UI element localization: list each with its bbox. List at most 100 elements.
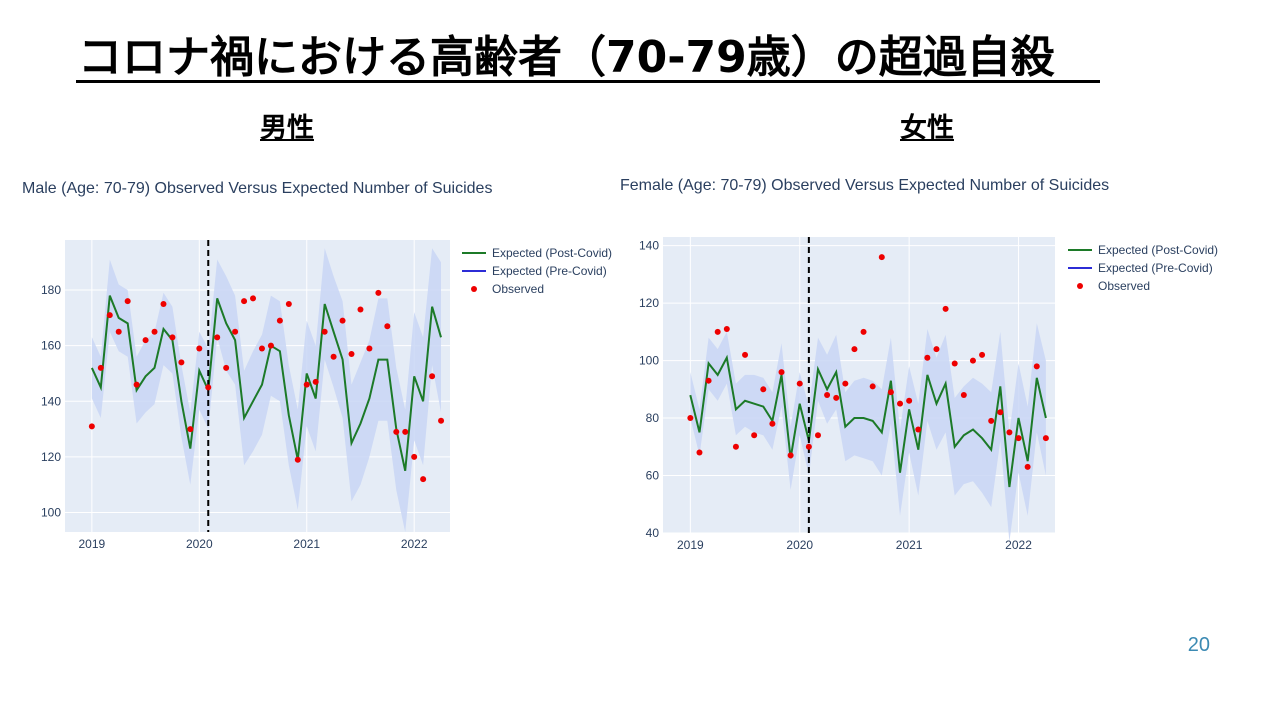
male-observed-point — [88, 423, 95, 430]
female-observed-point — [915, 426, 922, 433]
male-observed-point — [366, 345, 373, 352]
male-y-tick-label: 100 — [41, 506, 61, 520]
male-observed-point — [124, 298, 131, 305]
female-observed-point — [842, 380, 849, 387]
male-observed-point — [133, 381, 140, 388]
male-observed-point — [250, 295, 257, 302]
male-legend-item: Expected (Post-Covid) — [492, 246, 612, 260]
female-observed-point — [769, 420, 776, 427]
male-observed-point — [420, 476, 427, 483]
female-y-tick-label: 40 — [646, 526, 660, 540]
female-legend-swatch — [1077, 283, 1083, 289]
male-observed-point — [312, 378, 319, 385]
female-observed-point — [897, 400, 904, 407]
female-observed-point — [778, 369, 785, 376]
male-observed-point — [267, 342, 274, 349]
female-heading: 女性 — [900, 113, 954, 144]
male-observed-point — [151, 328, 158, 335]
female-x-tick-label: 2021 — [896, 538, 923, 552]
female-x-tick-label: 2020 — [786, 538, 813, 552]
female-observed-point — [814, 432, 821, 439]
male-observed-point — [339, 317, 346, 324]
female-observed-point — [988, 417, 995, 424]
female-y-tick-label: 120 — [639, 296, 659, 310]
female-observed-point — [1033, 363, 1040, 370]
male-observed-point — [402, 428, 409, 435]
female-observed-point — [933, 346, 940, 353]
male-chart: 100 120 140 160 180 2019 2020 2021 2022 Expected … — [41, 240, 612, 551]
female-legend-item: Observed — [1098, 279, 1150, 293]
female-observed-point — [796, 380, 803, 387]
female-chart: 40 60 80 100 120 140 2019 2020 2021 2022 Expected … — [639, 237, 1218, 552]
female-observed-point — [1006, 429, 1013, 436]
male-observed-point — [106, 312, 113, 319]
male-observed-point — [196, 345, 203, 352]
male-observed-point — [411, 453, 418, 460]
male-observed-point — [348, 351, 355, 358]
male-observed-point — [276, 317, 283, 324]
male-observed-point — [160, 300, 167, 307]
male-observed-point — [214, 334, 221, 341]
male-observed-point — [294, 456, 301, 463]
male-legend-item: Expected (Pre-Covid) — [492, 264, 607, 278]
female-legend-item: Expected (Post-Covid) — [1098, 243, 1218, 257]
female-observed-point — [714, 328, 721, 335]
female-expected-band — [690, 323, 1046, 542]
male-y-tick-label: 120 — [41, 450, 61, 464]
male-observed-point — [303, 381, 310, 388]
female-observed-point — [833, 394, 840, 401]
female-x-tick-label: 2022 — [1005, 538, 1032, 552]
male-observed-point — [357, 306, 364, 313]
male-observed-point — [223, 364, 230, 371]
male-observed-point — [232, 328, 239, 335]
male-heading: 男性 — [260, 113, 314, 144]
male-legend-swatch — [471, 286, 477, 292]
male-observed-point — [375, 289, 382, 296]
male-observed-point — [384, 323, 391, 330]
female-observed-point — [869, 383, 876, 390]
female-observed-point — [824, 392, 831, 399]
male-observed-point — [241, 298, 248, 305]
title-underline — [76, 80, 1100, 83]
male-x-tick-label: 2019 — [79, 537, 106, 551]
male-observed-point — [321, 328, 328, 335]
female-observed-point — [951, 360, 958, 367]
male-expected-line — [90, 295, 442, 472]
female-observed-point — [760, 386, 767, 393]
female-legend-item: Expected (Pre-Covid) — [1098, 261, 1213, 275]
female-y-tick-label: 100 — [639, 354, 659, 368]
female-observed-point — [924, 354, 931, 361]
male-observed-point — [438, 417, 445, 424]
female-y-tick-label: 80 — [646, 411, 660, 425]
male-legend-item: Observed — [492, 282, 544, 296]
female-observed-point — [805, 443, 812, 450]
male-observed-point — [115, 328, 122, 335]
male-observed-point — [285, 300, 292, 307]
female-observed-point — [997, 409, 1004, 416]
male-y-tick-label: 160 — [41, 339, 61, 353]
female-observed-point — [742, 351, 749, 358]
female-observed-point — [1042, 435, 1049, 442]
female-observed-point — [979, 351, 986, 358]
male-y-tick-label: 180 — [41, 283, 61, 297]
female-observed-point — [696, 449, 703, 456]
female-x-tick-label: 2019 — [677, 538, 704, 552]
female-observed-point — [787, 452, 794, 459]
male-x-tick-label: 2021 — [293, 537, 320, 551]
female-observed-point — [1015, 435, 1022, 442]
male-observed-point — [169, 334, 176, 341]
female-y-tick-label: 60 — [646, 469, 660, 483]
male-expected-band — [91, 248, 442, 533]
male-observed-point — [142, 337, 149, 344]
female-observed-point — [732, 443, 739, 450]
female-y-tick-label: 140 — [639, 239, 659, 253]
female-observed-point — [887, 389, 894, 396]
female-chart-title: Female (Age: 70-79) Observed Versus Expe… — [620, 177, 1110, 194]
female-observed-point — [723, 325, 730, 332]
male-observed-point — [393, 428, 400, 435]
female-observed-point — [705, 377, 712, 384]
male-chart-title: Male (Age: 70-79) Observed Versus Expect… — [22, 180, 493, 197]
male-x-tick-label: 2022 — [401, 537, 428, 551]
female-observed-point — [960, 392, 967, 399]
male-observed-point — [429, 373, 436, 380]
